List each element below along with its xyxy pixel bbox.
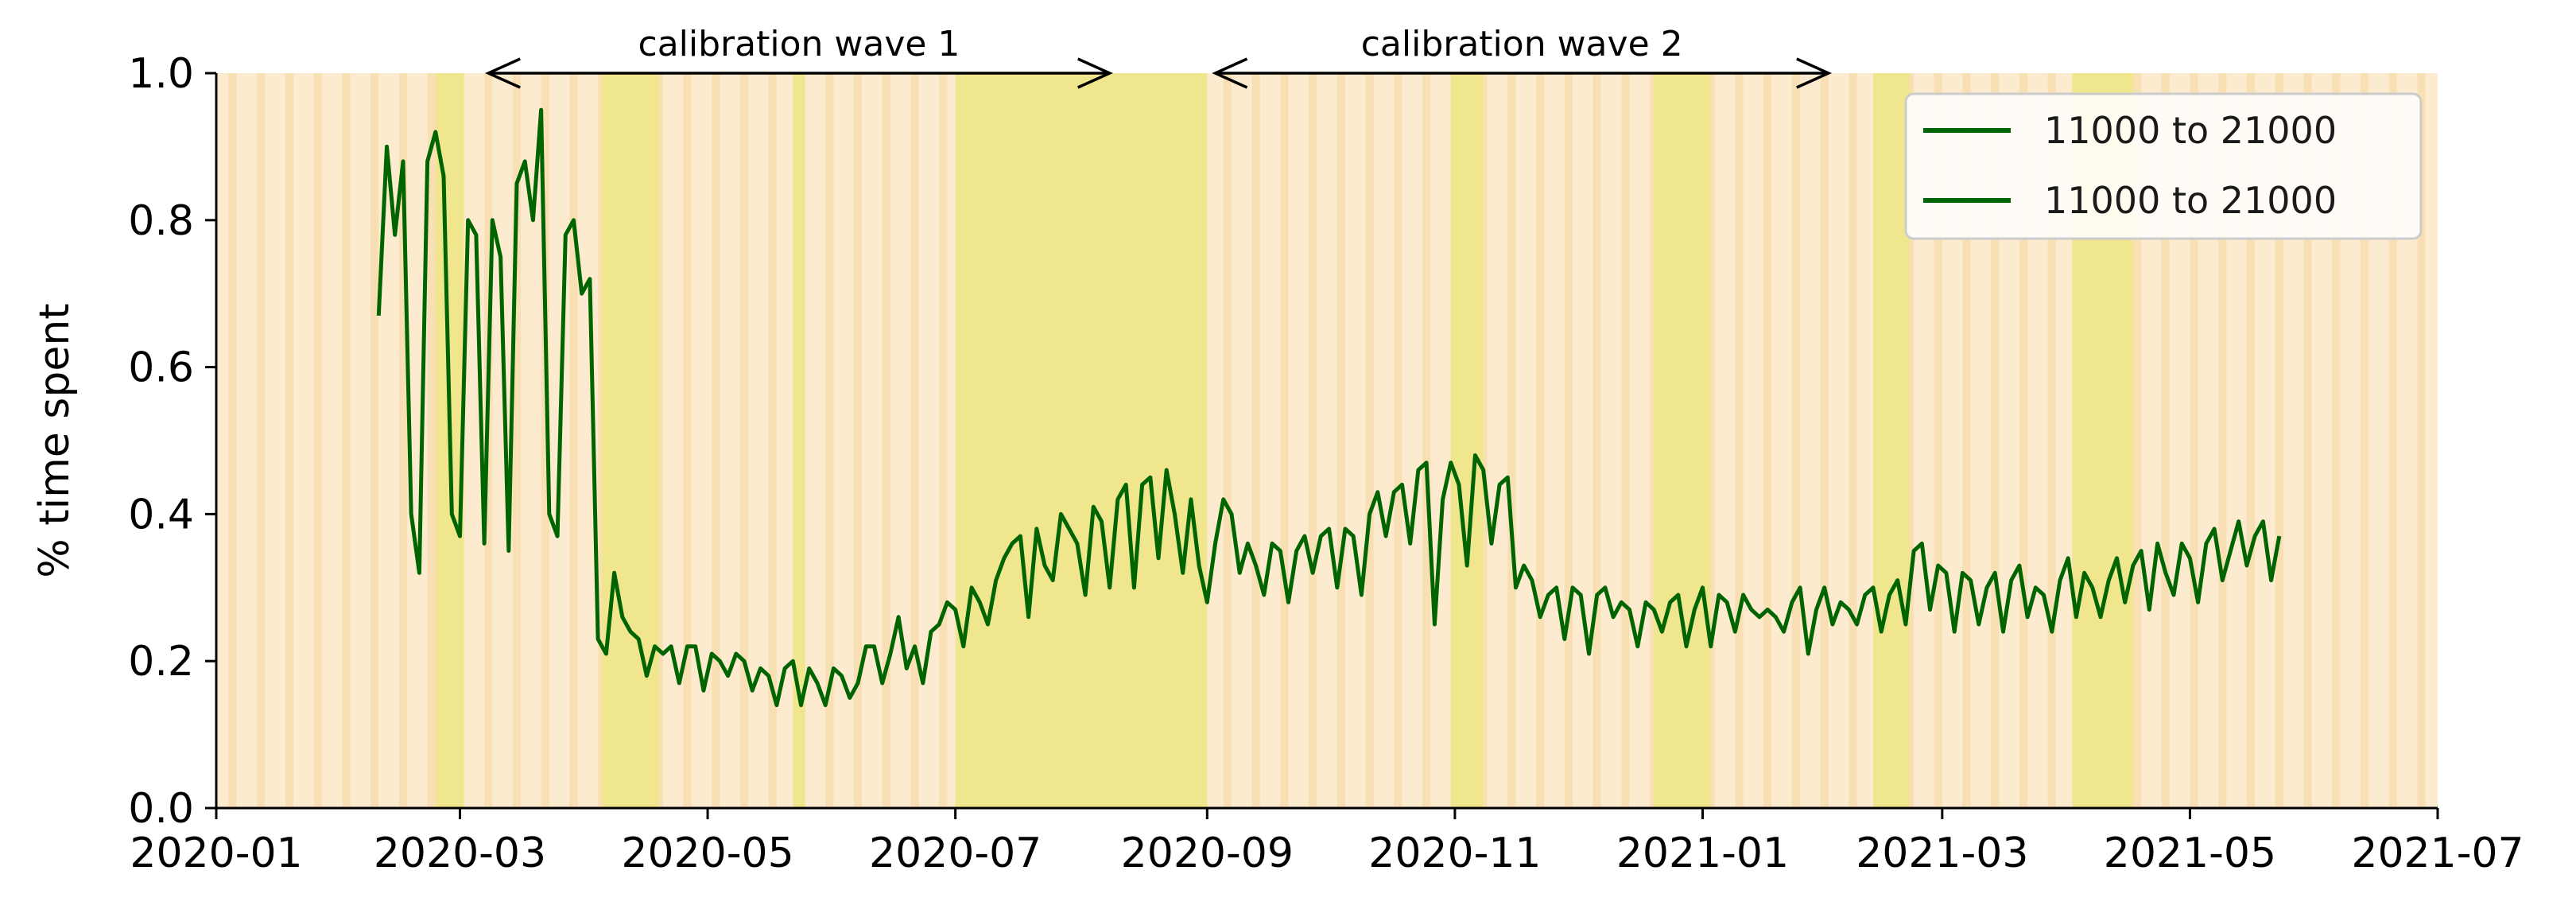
weekend-band	[285, 73, 294, 808]
y-axis-label: % time spent	[31, 303, 79, 577]
arrow-head-right	[1796, 57, 1833, 89]
weekend-band	[1251, 73, 1260, 808]
y-tick-label: 0.4	[128, 491, 194, 538]
legend[interactable]: 11000 to 21000 11000 to 21000	[1904, 92, 2423, 240]
weekend-band	[2303, 73, 2312, 808]
calibration-wave-1-label: calibration wave 1	[638, 24, 960, 64]
weekend-band	[1621, 73, 1630, 808]
calibration-wave-1-arrow: calibration wave 1	[484, 24, 1113, 89]
x-tick-label: 2021-03	[1856, 830, 2028, 877]
legend-label: 11000 to 21000	[2044, 109, 2337, 152]
y-tick-label: 0.8	[128, 197, 194, 245]
weekend-band	[569, 73, 578, 808]
weekend-band	[1564, 73, 1573, 808]
weekend-band	[1849, 73, 1857, 808]
arrow-head-left	[1212, 57, 1248, 89]
arrow-head-right	[1077, 57, 1113, 89]
weekend-band	[2218, 73, 2227, 808]
weekend-band	[1422, 73, 1431, 808]
x-tick-label: 2020-01	[130, 830, 302, 877]
weekend-band	[2360, 73, 2369, 808]
weekend-band	[342, 73, 351, 808]
weekend-band	[427, 73, 436, 808]
weekend-band	[1735, 73, 1744, 808]
weekend-band	[2132, 73, 2142, 808]
x-tick-label: 2020-11	[1368, 830, 1541, 877]
x-tick-label: 2021-01	[1616, 830, 1789, 877]
x-tick-label: 2020-05	[621, 830, 793, 877]
weekend-band	[257, 73, 266, 808]
highlight-band	[1450, 73, 1484, 808]
weekend-band	[712, 73, 720, 808]
weekend-band	[598, 73, 607, 808]
weekend-band	[541, 73, 549, 808]
weekend-band	[1934, 73, 1942, 808]
weekend-band	[939, 73, 948, 808]
weekend-band	[1820, 73, 1829, 808]
weekend-band	[398, 73, 408, 808]
weekend-band	[1280, 73, 1289, 808]
legend-box	[1904, 92, 2423, 240]
highlight-band	[793, 73, 805, 808]
y-tick-label: 0.2	[128, 638, 194, 686]
weekend-band	[370, 73, 379, 808]
weekend-band	[683, 73, 692, 808]
weekend-band	[1223, 73, 1232, 808]
x-tick-label: 2021-05	[2104, 830, 2276, 877]
weekend-band	[2388, 73, 2397, 808]
weekend-band	[1507, 73, 1516, 808]
weekend-band	[2190, 73, 2198, 808]
arrow-head-left	[484, 57, 521, 89]
weekend-band	[2047, 73, 2056, 808]
x-tick-label: 2020-07	[869, 830, 1042, 877]
weekend-band	[825, 73, 834, 808]
legend-item: 11000 to 21000	[1923, 179, 2337, 222]
x-tick-label: 2020-03	[374, 830, 546, 877]
axes: 0.0 0.2 0.4 0.6 0.8 1.0 2020-01 2020-03 2020-05 2…	[128, 50, 2524, 877]
weekend-band	[2246, 73, 2256, 808]
highlight-band	[955, 73, 1208, 808]
weekend-band	[2161, 73, 2170, 808]
x-tick-label: 2021-07	[2351, 830, 2524, 877]
x-tick-label: 2020-09	[1121, 830, 1294, 877]
weekend-band	[512, 73, 522, 808]
weekend-band	[2332, 73, 2341, 808]
calibration-wave-2-label: calibration wave 2	[1361, 24, 1683, 64]
weekend-band	[1593, 73, 1601, 808]
weekend-band	[1309, 73, 1317, 808]
weekend-band	[1365, 73, 1374, 808]
weekend-band	[2417, 73, 2426, 808]
calibration-wave-2-arrow: calibration wave 2	[1212, 24, 1833, 89]
y-tick-label: 0.6	[128, 344, 194, 392]
weekend-band	[228, 73, 237, 808]
legend-label: 11000 to 21000	[2044, 179, 2337, 222]
weekend-band	[1394, 73, 1402, 808]
legend-item: 11000 to 21000	[1923, 109, 2337, 152]
highlight-band	[1654, 73, 1711, 808]
weekend-band	[1336, 73, 1345, 808]
weekend-band	[768, 73, 777, 808]
annotations: calibration wave 1 calibration wave 2	[484, 24, 1833, 89]
highlight-band	[602, 73, 659, 808]
weekend-band	[739, 73, 749, 808]
y-tick-label: 1.0	[128, 50, 194, 98]
weekend-band	[882, 73, 890, 808]
weekend-band	[1962, 73, 1971, 808]
weekend-band	[1991, 73, 2000, 808]
series-line-1	[376, 107, 2282, 708]
weekend-band	[2275, 73, 2283, 808]
highlight-band	[1873, 73, 1910, 808]
weekend-band	[910, 73, 919, 808]
weekend-band	[1536, 73, 1545, 808]
series-layer	[376, 107, 2282, 708]
weekend-band	[1763, 73, 1772, 808]
weekend-band	[2019, 73, 2028, 808]
weekend-band	[853, 73, 863, 808]
y-tick-label: 0.0	[128, 785, 194, 833]
weekend-band	[1791, 73, 1801, 808]
weekend-band	[313, 73, 322, 808]
